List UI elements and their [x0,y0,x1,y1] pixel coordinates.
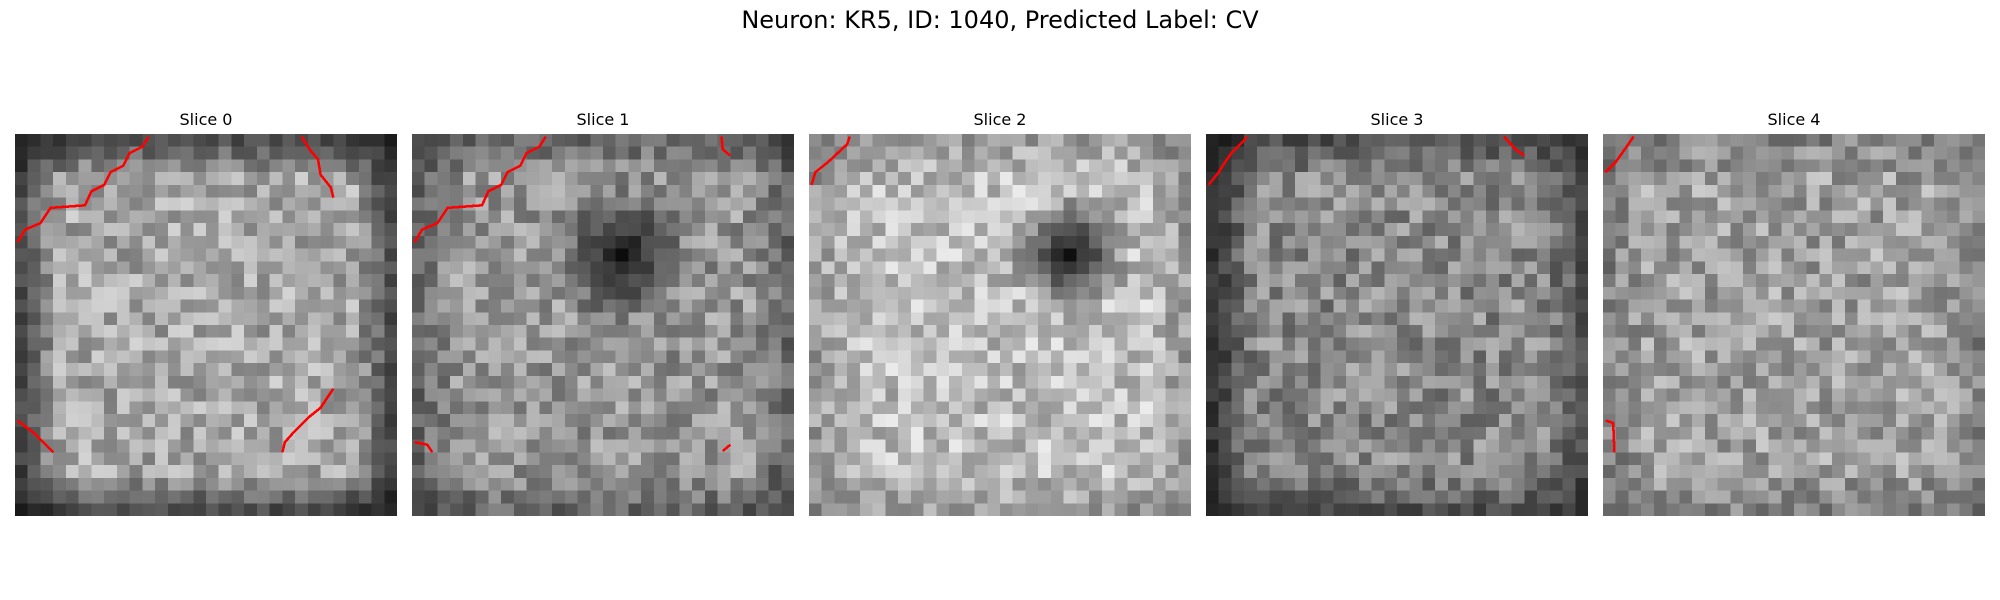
contour-line [281,387,335,453]
contour-line [414,440,434,454]
slice-panel-4: Slice 4 [1603,110,1985,516]
slice-title: Slice 4 [1767,110,1821,129]
contour-line [413,135,547,243]
pixel-grid [1206,134,1588,516]
slice-image-2 [809,134,1191,516]
pixel-grid [1603,134,1985,516]
slice-panel-0: Slice 0 [15,110,397,516]
contour-line [1207,135,1248,186]
pixel-grid [15,134,397,516]
slice-image-1 [412,134,794,516]
slice-title: Slice 3 [1370,110,1424,129]
contour-line [1605,419,1616,453]
contour-line [1604,135,1635,174]
slice-title: Slice 2 [973,110,1027,129]
slice-panel-2: Slice 2 [809,110,1191,516]
slice-title: Slice 1 [576,110,630,129]
pixel-grid [412,134,794,516]
slice-image-3 [1206,134,1588,516]
slice-panel-1: Slice 1 [412,110,794,516]
contour-line [720,136,732,157]
contour-line [810,136,851,186]
pixel-grid [809,134,1191,516]
slice-title: Slice 0 [179,110,233,129]
contour-line [721,443,732,453]
slice-image-4 [1603,134,1985,516]
slice-panel-3: Slice 3 [1206,110,1588,516]
slice-image-0 [15,134,397,516]
figure-title: Neuron: KR5, ID: 1040, Predicted Label: … [741,6,1259,34]
contour-line [16,419,55,454]
contour-line [1503,135,1526,157]
contour-line [16,135,150,243]
contour-line [300,135,335,198]
